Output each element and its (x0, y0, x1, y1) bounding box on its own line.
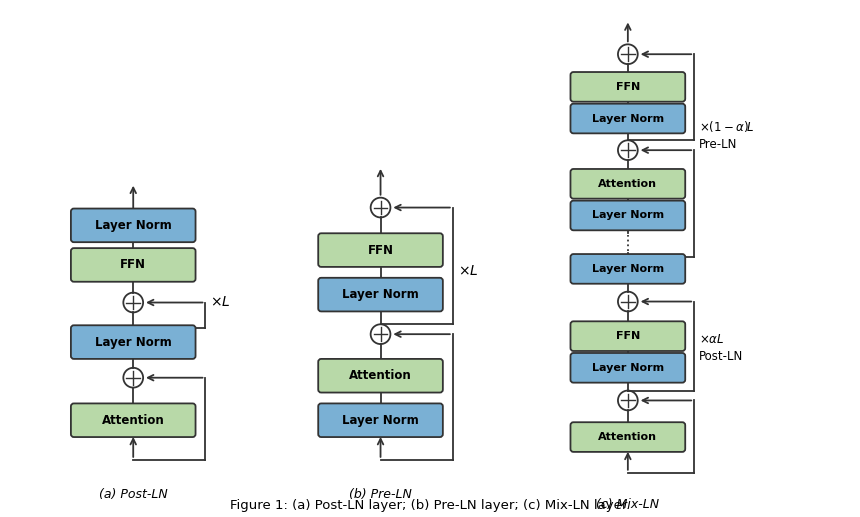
Text: $\times L$: $\times L$ (458, 264, 478, 278)
FancyBboxPatch shape (570, 254, 685, 284)
FancyBboxPatch shape (570, 422, 685, 452)
Text: Layer Norm: Layer Norm (342, 288, 419, 301)
FancyBboxPatch shape (570, 72, 685, 102)
Text: FFN: FFN (616, 331, 640, 341)
Text: Layer Norm: Layer Norm (592, 210, 664, 220)
FancyBboxPatch shape (71, 208, 195, 242)
FancyBboxPatch shape (71, 403, 195, 437)
FancyBboxPatch shape (570, 201, 685, 230)
Text: Layer Norm: Layer Norm (592, 114, 664, 124)
Text: (c) Mix-LN: (c) Mix-LN (596, 498, 660, 511)
Text: $\times(1-\alpha)L$
Pre-LN: $\times(1-\alpha)L$ Pre-LN (699, 119, 755, 151)
Text: Layer Norm: Layer Norm (592, 264, 664, 274)
Text: Layer Norm: Layer Norm (592, 363, 664, 373)
FancyBboxPatch shape (570, 169, 685, 199)
Text: FFN: FFN (616, 82, 640, 92)
Text: FFN: FFN (120, 258, 146, 271)
FancyBboxPatch shape (318, 233, 443, 267)
Text: Attention: Attention (599, 432, 657, 442)
FancyBboxPatch shape (71, 248, 195, 282)
Text: Attention: Attention (349, 369, 412, 382)
FancyBboxPatch shape (318, 278, 443, 311)
FancyBboxPatch shape (570, 353, 685, 383)
FancyBboxPatch shape (570, 104, 685, 133)
FancyBboxPatch shape (71, 325, 195, 359)
Text: Layer Norm: Layer Norm (342, 414, 419, 427)
Text: FFN: FFN (367, 244, 394, 256)
Text: Attention: Attention (599, 179, 657, 189)
Text: Attention: Attention (101, 414, 164, 427)
Text: (a) Post-LN: (a) Post-LN (99, 488, 168, 501)
Text: $\times L$: $\times L$ (211, 295, 230, 309)
FancyBboxPatch shape (570, 322, 685, 351)
Text: Layer Norm: Layer Norm (95, 336, 172, 348)
Text: Figure 1: (a) Post-LN layer; (b) Pre-LN layer; (c) Mix-LN layer.: Figure 1: (a) Post-LN layer; (b) Pre-LN … (230, 499, 630, 512)
Text: Layer Norm: Layer Norm (95, 219, 172, 232)
Text: $\times\alpha L$
Post-LN: $\times\alpha L$ Post-LN (699, 333, 743, 363)
FancyBboxPatch shape (318, 403, 443, 437)
Text: (b) Pre-LN: (b) Pre-LN (349, 488, 412, 501)
FancyBboxPatch shape (318, 359, 443, 392)
